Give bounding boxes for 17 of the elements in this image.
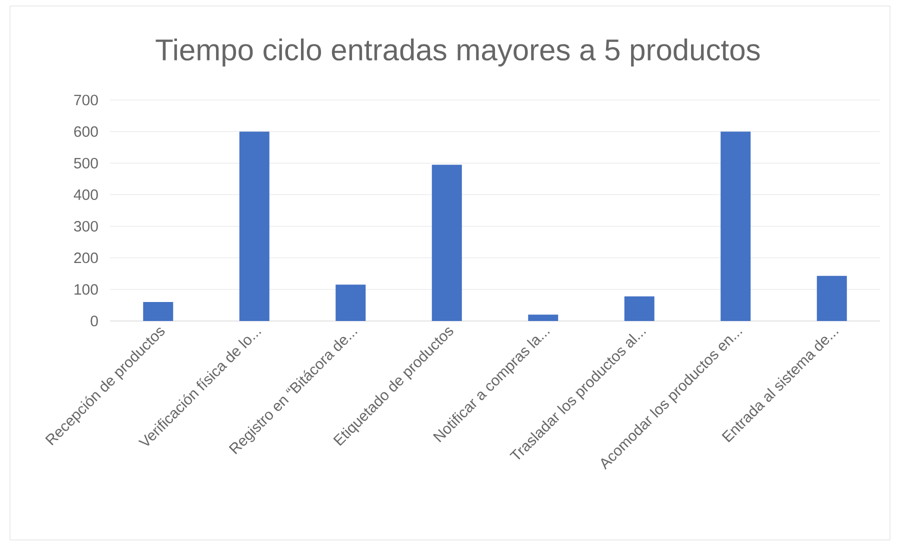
y-tick-label: 700 [74, 94, 98, 106]
bar [143, 302, 174, 321]
bar [239, 132, 270, 321]
bar [624, 296, 654, 321]
y-tick-label: 300 [74, 220, 98, 232]
bar [432, 164, 462, 321]
y-tick-label: 0 [90, 316, 98, 326]
bar [528, 314, 558, 321]
y-tick-label: 600 [74, 126, 98, 137]
y-tick-label: 500 [74, 158, 98, 168]
bar [336, 284, 366, 321]
y-tick-label: 200 [74, 252, 98, 264]
y-tick-label: 100 [74, 284, 98, 295]
bar [720, 132, 751, 321]
y-tick-label: 400 [74, 189, 98, 200]
chart-title: Tiempo ciclo entradas mayores a 5 productos [156, 38, 760, 66]
bar [816, 276, 847, 321]
